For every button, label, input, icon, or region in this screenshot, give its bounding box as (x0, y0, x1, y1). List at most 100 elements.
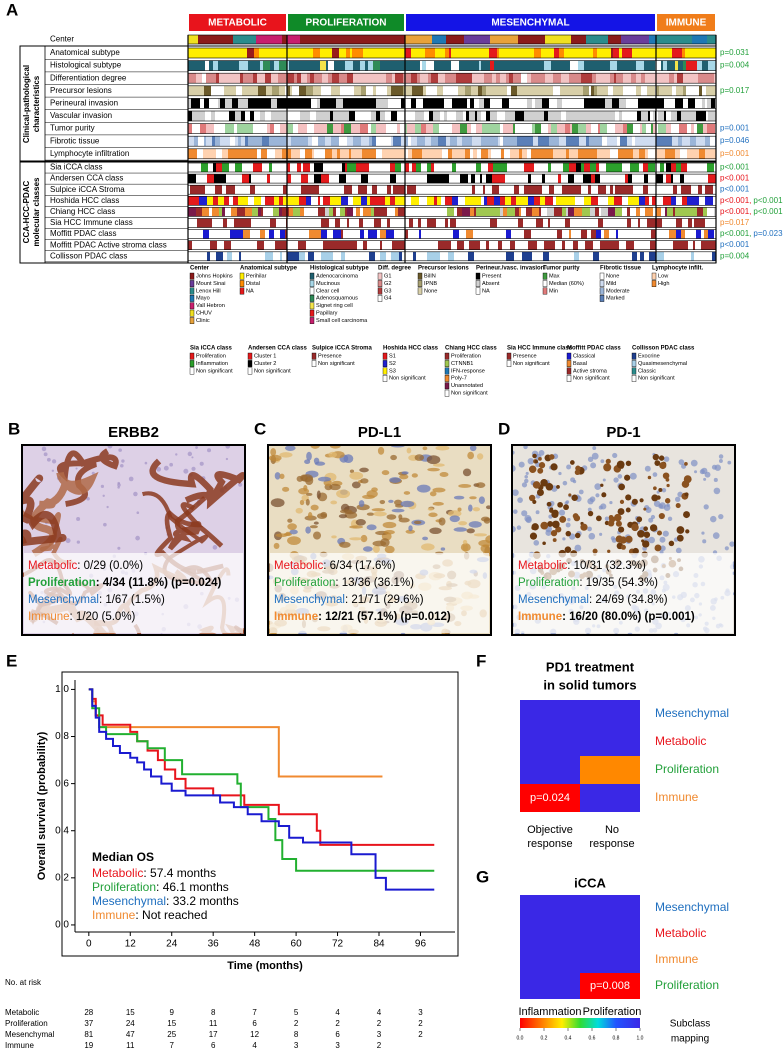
text-span: p<0.001 (720, 174, 750, 183)
heatmap-cell (592, 73, 596, 84)
heatmap-cell (475, 185, 483, 195)
legend-swatch (444, 389, 450, 397)
heatmap-cell (451, 48, 457, 58)
heatmap-cell (456, 218, 462, 228)
stained-cell (637, 529, 645, 538)
heatmap-cell (340, 148, 345, 159)
heatmap-cell (482, 207, 489, 217)
heatmap-cell (663, 196, 668, 206)
heatmap-cell (580, 784, 640, 812)
heatmap-cell (580, 700, 640, 728)
heatmap-cell (310, 73, 314, 84)
heatmap-cell (256, 218, 261, 228)
nucleus (718, 454, 724, 459)
heatmap-cell (568, 174, 574, 184)
cell (440, 547, 446, 551)
heatmap-cell (279, 207, 282, 217)
heatmap-cell (680, 148, 687, 159)
heatmap-cell (644, 251, 649, 261)
heatmap-cell (314, 148, 322, 159)
heatmap-cell (680, 174, 684, 184)
heatmap-cell (403, 85, 405, 96)
heatmap-cell (582, 111, 588, 121)
text-span: : 13/36 (36.1%) (335, 577, 414, 589)
heatmap-cell (308, 136, 312, 147)
nucleus (128, 476, 134, 482)
heatmap-cell (691, 251, 694, 261)
heatmap-cell (427, 196, 434, 206)
heatmap-cell (337, 111, 345, 121)
cell (422, 536, 429, 541)
heatmap-cell (672, 85, 676, 96)
heatmap-cell (292, 218, 299, 228)
heatmap-cell (243, 48, 247, 58)
heatmap-cell (293, 123, 298, 134)
stained-cell (536, 489, 544, 497)
stained-cell (616, 460, 625, 469)
heatmap-cell (405, 148, 408, 159)
heatmap-cell (452, 98, 460, 109)
heatmap-cell (426, 85, 433, 96)
heatmap-cell (445, 251, 448, 261)
heatmap-cell (376, 98, 380, 109)
nucleus (713, 487, 721, 495)
heatmap-cell (649, 136, 654, 147)
heatmap-cell (254, 60, 257, 71)
heatmap-cell (639, 185, 643, 195)
heatmap-cell (696, 251, 703, 261)
heatmap-cell (382, 85, 387, 96)
heatmap-cell (685, 48, 689, 58)
heatmap-cell (433, 85, 437, 96)
heatmap-cell (662, 218, 669, 228)
panel-title: ERBB2 (108, 424, 159, 441)
heatmap-cell (387, 48, 391, 58)
cell (382, 521, 397, 529)
heatmap-cell (277, 163, 280, 172)
stained-cell (654, 544, 662, 552)
heatmap-cell (287, 35, 300, 44)
heatmap-cell (664, 163, 666, 172)
heatmap-cell (240, 148, 247, 159)
heatmap-cell (224, 73, 232, 84)
heatmap-cell (536, 60, 544, 71)
heatmap-cell (188, 207, 196, 217)
heatmap-cell (198, 240, 205, 250)
text-span: p=0.023 (753, 229, 783, 238)
heatmap-cell (708, 229, 714, 239)
text-span: : 6/34 (17.6%) (323, 560, 395, 572)
heatmap-cell (440, 251, 445, 261)
heatmap-cell (313, 48, 320, 58)
legend-swatch (309, 287, 315, 295)
heatmap-cell (369, 136, 372, 147)
heatmap-cell (325, 148, 328, 159)
heatmap-cell (649, 35, 656, 44)
stained-cell (618, 526, 625, 533)
heatmap-cell (269, 207, 273, 217)
legend-item: Quasimesenchymal (638, 361, 687, 367)
heatmap-cell (299, 196, 306, 206)
heatmap-cell (405, 218, 409, 228)
heatmap-cell (215, 136, 220, 147)
risk-count: 15 (126, 1008, 135, 1017)
heatmap-cell (516, 48, 521, 58)
heatmap-cell (218, 196, 224, 206)
nucleus (718, 513, 724, 520)
heatmap-cell (634, 240, 638, 250)
cell (462, 468, 472, 477)
stained-cell (625, 507, 631, 513)
heatmap-cell (287, 98, 290, 109)
survival-curve (88, 688, 435, 891)
heatmap-cell (457, 148, 465, 159)
heatmap-cell (601, 251, 606, 261)
x-tick-label: 72 (332, 939, 344, 950)
survival-curve (88, 688, 435, 872)
heatmap-cell (204, 136, 206, 147)
heatmap-cell (575, 196, 578, 206)
heatmap-cell (548, 48, 554, 58)
heatmap-cell (458, 185, 462, 195)
heatmap-cell (410, 251, 413, 261)
heatmap-cell (627, 123, 633, 134)
heatmap-cell (679, 123, 682, 134)
heatmap-cell (653, 207, 656, 217)
nucleus (169, 462, 174, 467)
